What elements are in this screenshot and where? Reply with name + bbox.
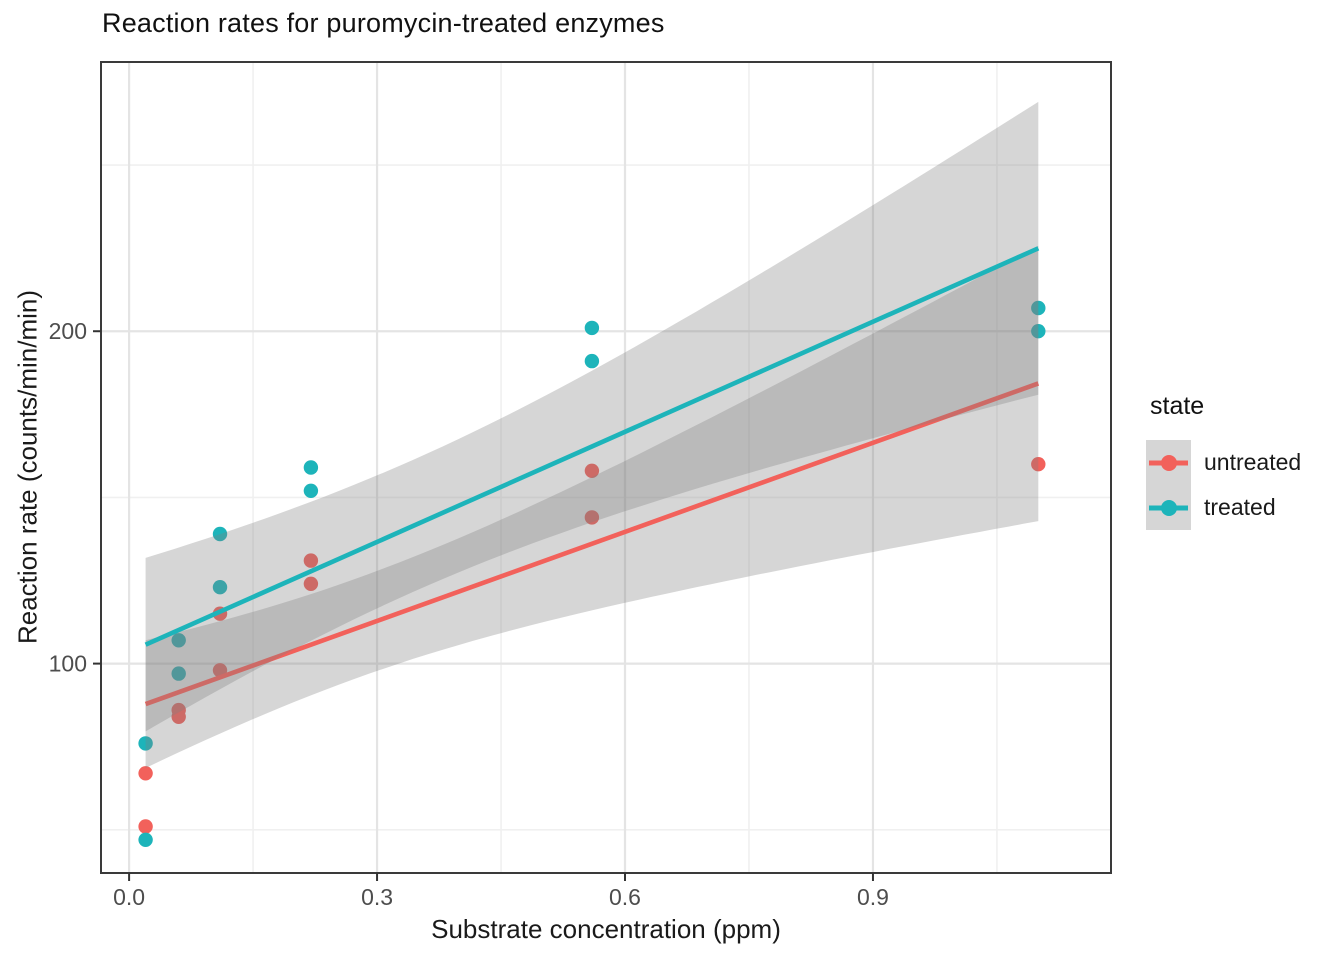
legend-point-swatch [1160,454,1177,471]
y-tick-labels: 100 200 [49,318,87,676]
legend-key-untreated [1146,440,1191,485]
data-point-treated [171,666,186,681]
legend-items: untreated treated [1146,440,1301,530]
data-point-untreated [584,510,600,525]
legend-item-untreated: untreated [1146,440,1301,485]
fit-line-treated [144,246,1040,647]
axis-ticks [93,330,874,881]
legend-point-swatch [1160,499,1177,516]
panel-border [100,61,1112,874]
legend-item-treated: treated [1146,485,1301,530]
y-tick-label: 100 [49,651,87,677]
y-tick-label: 200 [49,318,87,344]
data-point-treated [584,320,600,336]
data-point-untreated [138,819,153,834]
data-point-untreated [303,576,319,591]
x-tick-label: 0.9 [857,884,889,910]
legend-key-treated [1146,485,1191,530]
data-point-treated [1031,324,1046,339]
y-axis-title: Reaction rate (counts/min/min) [12,289,43,645]
data-point-treated [212,526,228,542]
legend-title: state [1150,392,1205,420]
data-point-treated [212,580,228,595]
data-point-treated [303,483,319,498]
points-untreated [138,457,1046,834]
ci-ribbon-treated [145,101,1039,732]
data-point-treated [138,832,153,847]
x-tick-labels: 0.0 0.3 0.6 0.9 [113,884,889,910]
x-tick-label: 0.6 [609,884,641,910]
gridlines-major [101,62,1111,873]
x-tick-label: 0.0 [113,884,145,910]
data-point-untreated [138,766,153,781]
data-point-treated [1031,300,1046,316]
data-point-treated [584,353,600,369]
data-point-treated [138,736,153,751]
data-point-treated [303,460,319,475]
legend: state untreated treated [1146,392,1301,530]
legend-item-label: untreated [1204,449,1302,475]
gridlines-minor [101,62,1111,873]
data-point-untreated [303,553,319,568]
data-point-untreated [584,463,600,478]
fit-line-untreated [144,381,1040,707]
ci-ribbon-untreated [145,245,1039,768]
chart-title: Reaction rates for puromycin-treated enz… [102,8,665,38]
x-tick-label: 0.3 [361,884,393,910]
data-point-treated [171,633,186,648]
data-point-untreated [171,702,186,718]
x-axis-title: Substrate concentration (ppm) [431,914,781,944]
data-point-untreated [1031,457,1046,472]
points-treated [138,300,1046,847]
legend-item-label: treated [1204,494,1276,520]
